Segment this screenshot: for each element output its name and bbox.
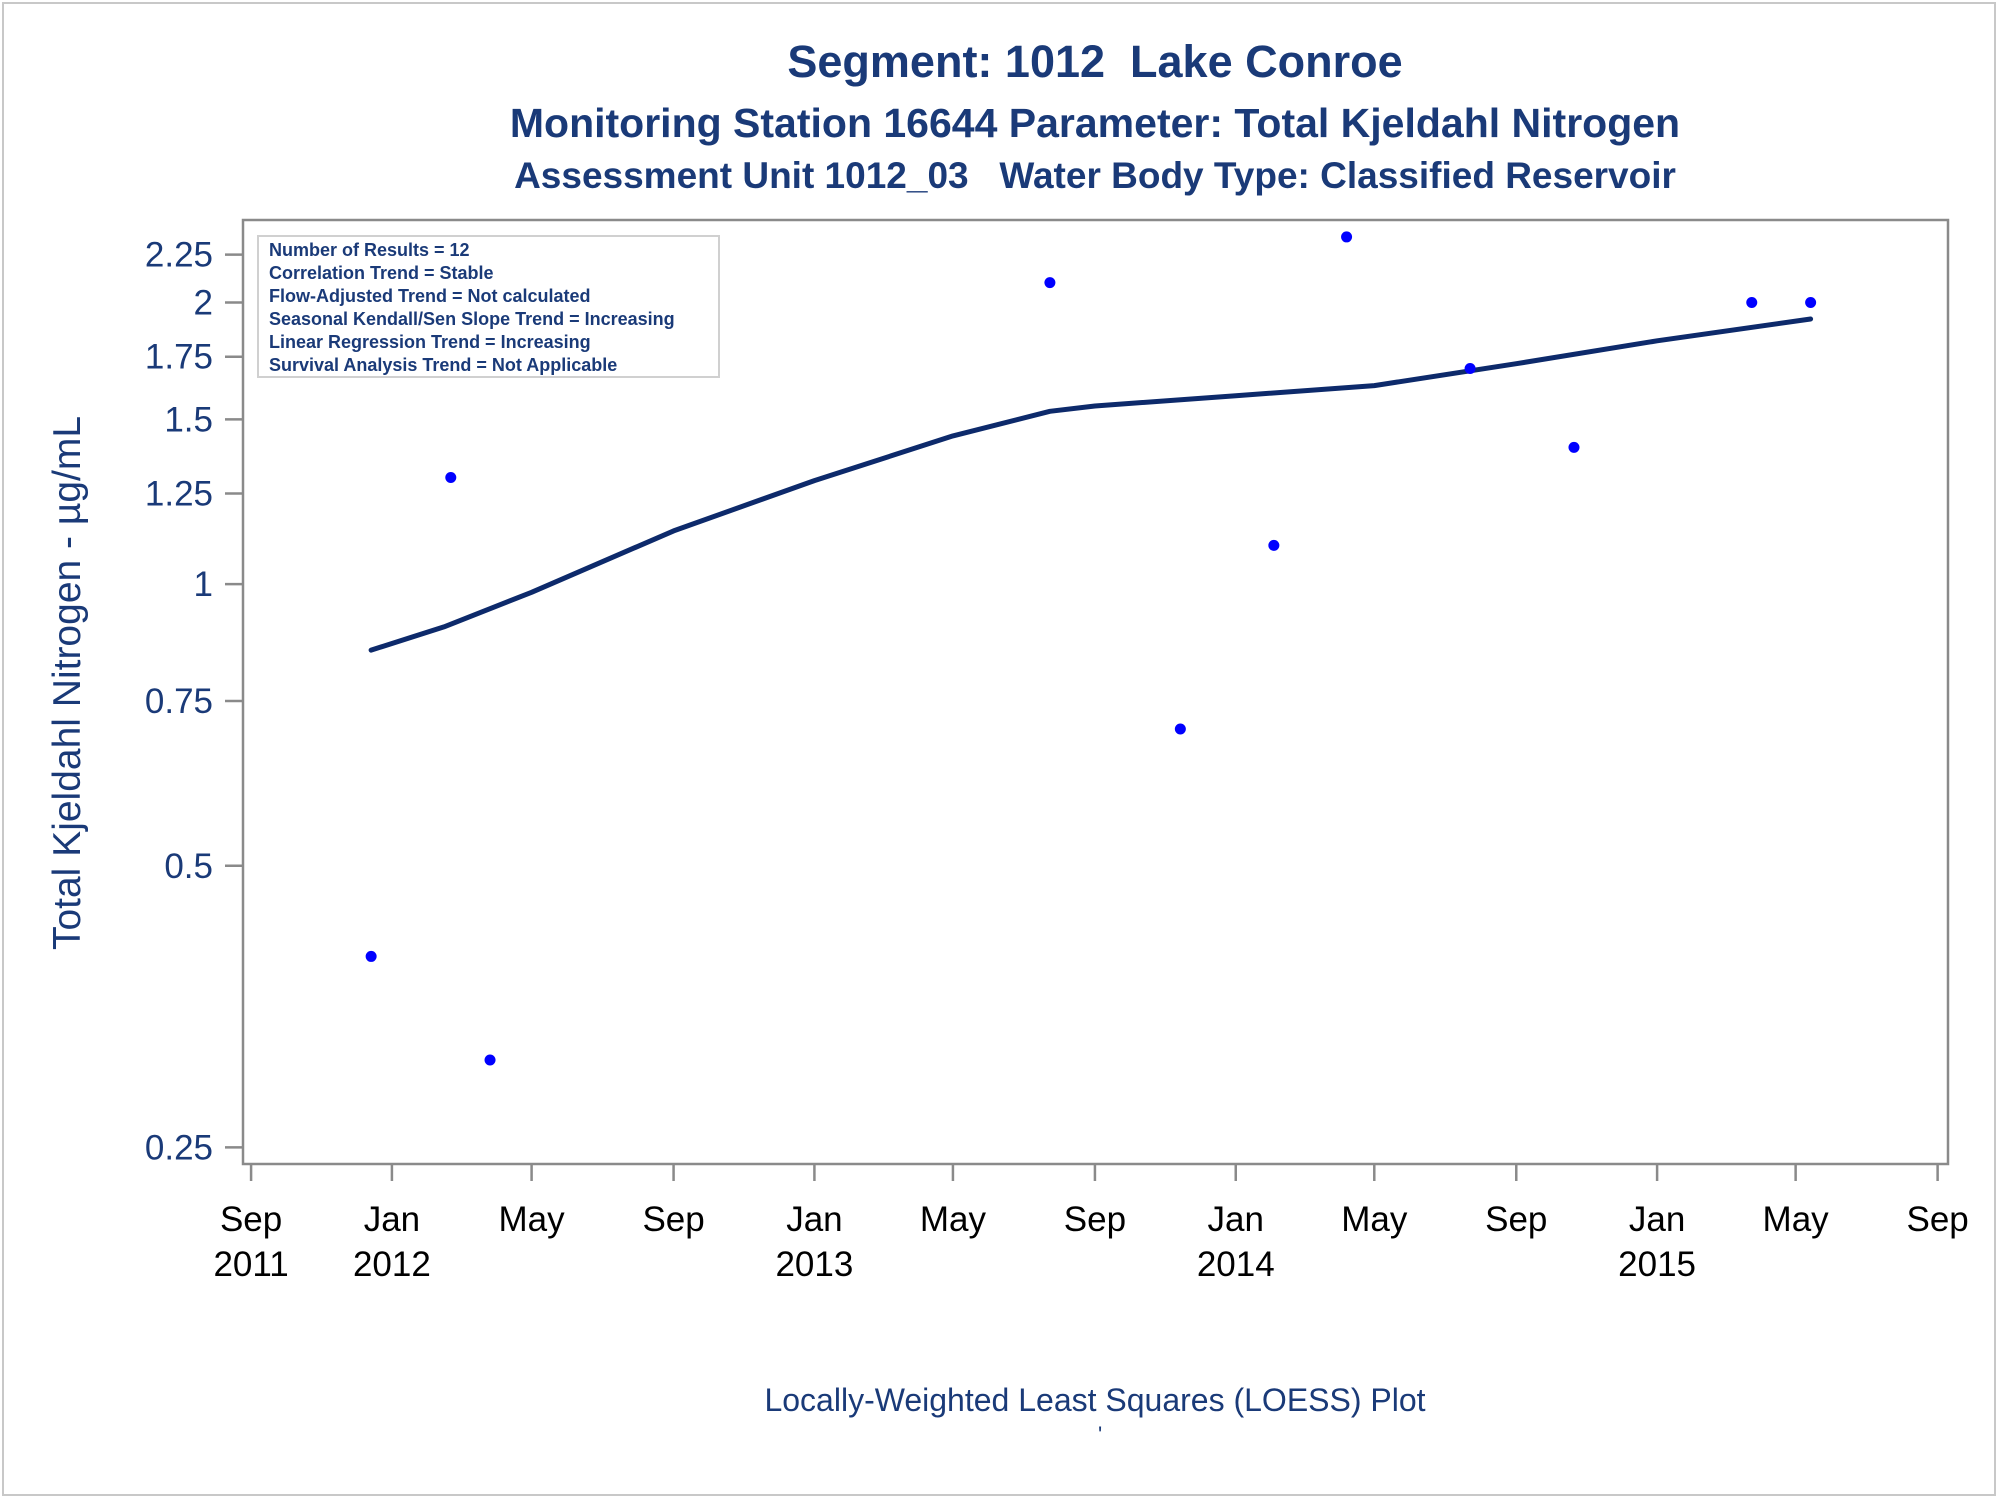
x-tick-label-month: Jan [364, 1200, 420, 1239]
data-point [1805, 296, 1817, 308]
chart-subtitle-2: Assessment Unit 1012_03 Water Body Type:… [514, 155, 1676, 196]
x-axis: Sep 2011 Jan 2012 May Sep Jan 2013 May Sep Jan 2014… [213, 1164, 1969, 1284]
y-tick-label: 1.75 [145, 338, 213, 377]
y-tick-label: 0.25 [145, 1128, 213, 1167]
data-point [484, 1054, 496, 1066]
x-tick-label-month: Jan [1629, 1200, 1685, 1239]
x-tick-label-month: May [920, 1200, 987, 1239]
loess-line-series [368, 316, 1814, 653]
trend-info-line: Linear Regression Trend = Increasing [269, 332, 591, 352]
x-tick-label-month: Jan [786, 1200, 842, 1239]
data-point [445, 472, 457, 484]
y-tick-label: 1 [194, 565, 213, 604]
data-point [1174, 723, 1186, 735]
data-point [1341, 231, 1353, 243]
x-tick-label-month: Jan [1208, 1200, 1264, 1239]
y-tick-label: 0.5 [164, 847, 213, 886]
y-tick-label: 2.25 [145, 236, 213, 275]
x-tick-label-year: 2015 [1618, 1245, 1696, 1284]
x-tick-label-month: Sep [1485, 1200, 1547, 1239]
x-tick-label-month: Sep [1906, 1200, 1968, 1239]
y-tick-label: 2 [194, 283, 213, 322]
trend-info-line: Seasonal Kendall/Sen Slope Trend = Incre… [269, 309, 675, 329]
y-tick-label: 1.5 [164, 400, 213, 439]
chart-footnote: Locally-Weighted Least Squares (LOESS) P… [764, 1382, 1426, 1418]
y-axis: 0.25 0.5 0.75 1 1.25 1.5 1.75 2 2.25 [145, 236, 243, 1167]
trend-info-line: Number of Results = 12 [269, 240, 470, 260]
x-tick-label-year: 2014 [1197, 1245, 1275, 1284]
x-tick-label-month: May [1341, 1200, 1408, 1239]
y-axis-label: Total Kjeldahl Nitrogen - µg/mL [46, 416, 89, 950]
x-tick-label-month: Sep [220, 1200, 282, 1239]
chart-subtitle: Monitoring Station 16644 Parameter: Tota… [509, 100, 1681, 146]
y-tick-label: 0.75 [145, 682, 213, 721]
x-tick-label-month: May [499, 1200, 566, 1239]
x-tick-label-month: May [1763, 1200, 1830, 1239]
x-tick-label-month: Sep [642, 1200, 704, 1239]
trend-info-box-frame [257, 235, 720, 378]
y-tick-label: 1.25 [145, 474, 213, 513]
data-point [1044, 277, 1056, 289]
trend-info-line: Flow-Adjusted Trend = Not calculated [269, 286, 591, 306]
data-point [1568, 441, 1580, 453]
trend-info-line: Survival Analysis Trend = Not Applicable [269, 355, 617, 375]
x-tick-label-year: 2013 [775, 1245, 853, 1284]
chart-title: Segment: 1012 Lake Conroe [787, 36, 1403, 87]
x-tick-label-year: 2012 [353, 1245, 431, 1284]
footnote-mark: ' [1098, 1422, 1103, 1447]
trend-info-box: Number of Results = 12 Correlation Trend … [257, 235, 720, 378]
trend-info-line: Correlation Trend = Stable [269, 263, 494, 283]
data-point [365, 950, 377, 962]
data-point [1746, 296, 1758, 308]
loess-line [368, 316, 1814, 653]
data-point [1268, 539, 1280, 551]
data-point [1464, 362, 1476, 374]
x-tick-label-year: 2011 [213, 1245, 288, 1284]
x-tick-label-month: Sep [1064, 1200, 1126, 1239]
